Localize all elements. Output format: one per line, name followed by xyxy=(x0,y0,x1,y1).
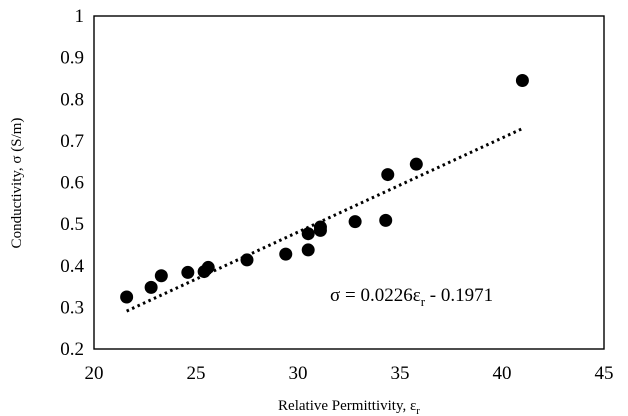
y-tick-label: 1 xyxy=(75,6,85,27)
y-tick-label: 0.2 xyxy=(60,339,84,360)
data-point xyxy=(301,243,315,257)
y-tick-label: 0.3 xyxy=(60,297,84,318)
x-tick-label: 45 xyxy=(595,363,614,384)
trendline xyxy=(126,127,524,313)
data-point xyxy=(515,74,529,88)
x-tick-label: 40 xyxy=(493,363,512,384)
data-point xyxy=(144,280,158,294)
data-point xyxy=(120,290,134,304)
data-point xyxy=(381,168,395,182)
data-point xyxy=(409,157,423,171)
x-axis-tick-labels: 20 25 30 35 40 45 xyxy=(85,363,614,384)
x-tick-label: 25 xyxy=(187,363,206,384)
y-tick-label: 0.4 xyxy=(60,256,84,277)
data-point xyxy=(240,253,254,267)
y-tick-label: 0.5 xyxy=(60,214,84,235)
data-points xyxy=(120,74,529,304)
x-axis-title: Relative Permittivity, εr xyxy=(278,398,420,416)
trendline-equation: σ = 0.0226εr - 0.1971 xyxy=(330,285,493,309)
data-point xyxy=(348,215,362,229)
y-axis-tick-labels: 0.2 0.3 0.4 0.5 0.6 0.7 0.8 0.9 1 xyxy=(60,6,84,360)
y-tick-label: 0.8 xyxy=(60,89,84,110)
data-point xyxy=(313,220,327,234)
y-axis-title: Conductivity, σ (S/m) xyxy=(9,118,25,249)
y-tick-label: 0.9 xyxy=(60,48,84,69)
data-point xyxy=(181,265,195,279)
data-point xyxy=(279,247,293,261)
x-tick-label: 20 xyxy=(85,363,104,384)
plot-frame xyxy=(93,15,605,350)
data-point xyxy=(154,269,168,283)
data-point xyxy=(201,260,215,274)
x-tick-label: 35 xyxy=(391,363,410,384)
y-tick-label: 0.6 xyxy=(60,173,84,194)
y-tick-label: 0.7 xyxy=(60,131,84,152)
data-point xyxy=(301,227,315,241)
x-tick-label: 30 xyxy=(289,363,308,384)
data-point xyxy=(379,213,393,227)
